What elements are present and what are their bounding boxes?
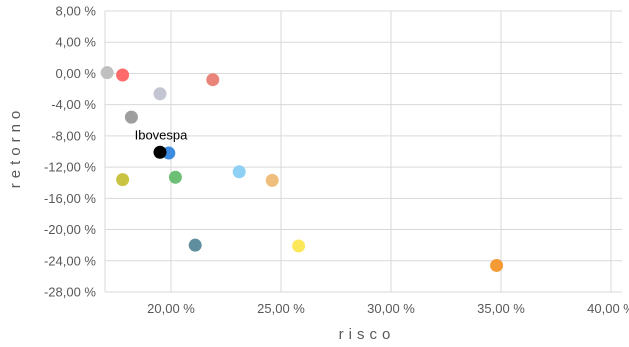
data-point: [100, 66, 114, 80]
data-point: [188, 238, 202, 252]
x-tick-label: 35,00 %: [477, 301, 525, 316]
data-points: [100, 66, 504, 272]
point-label: Ibovespa: [135, 127, 189, 142]
data-point: [153, 87, 167, 101]
data-point: [490, 258, 504, 272]
y-tick-label: -24,00 %: [44, 253, 96, 268]
y-axis-ticks: 8,00 % 4,00 % 0,00 % -4,00 % -8,00 % -12,00 %…: [44, 4, 96, 300]
data-point: [265, 173, 279, 187]
data-point: [124, 110, 138, 124]
y-tick-label: 8,00 %: [56, 4, 97, 19]
y-tick-label: -4,00 %: [51, 97, 96, 112]
data-point: [292, 239, 306, 253]
y-axis-label: retorno: [7, 106, 24, 189]
data-point: [232, 165, 246, 179]
y-tick-label: -12,00 %: [44, 160, 96, 175]
y-tick-label: -8,00 %: [51, 128, 96, 143]
y-tick-label: 4,00 %: [56, 35, 97, 50]
x-axis-ticks: 20,00 % 25,00 % 30,00 % 35,00 % 40,00 %: [147, 301, 629, 316]
x-tick-label: 25,00 %: [257, 301, 305, 316]
data-point: [206, 73, 220, 87]
x-axis-label: risco: [339, 326, 396, 343]
point-annotations: Ibovespa: [135, 127, 189, 142]
data-point: [116, 173, 130, 187]
y-tick-label: 0,00 %: [56, 66, 97, 81]
x-tick-label: 40,00 %: [587, 301, 629, 316]
x-tick-label: 20,00 %: [147, 301, 195, 316]
data-point-ibovespa: [153, 145, 167, 159]
y-tick-label: -28,00 %: [44, 285, 96, 300]
data-point: [116, 68, 130, 82]
y-tick-label: -16,00 %: [44, 191, 96, 206]
x-tick-label: 30,00 %: [367, 301, 415, 316]
data-point: [168, 170, 182, 184]
grid-lines: [104, 10, 622, 293]
y-tick-label: -20,00 %: [44, 222, 96, 237]
